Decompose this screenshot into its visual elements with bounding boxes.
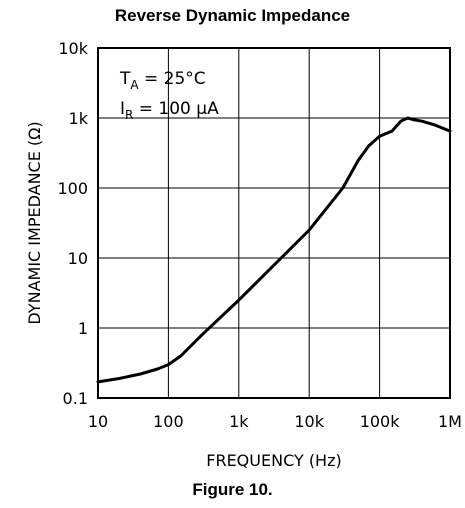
x-tick-label: 10k	[294, 412, 324, 431]
plot-frame	[97, 47, 451, 399]
y-tick-labels: 0.1 1 10 100 1k 10k	[57, 39, 88, 408]
y-axis-label: DYNAMIC IMPEDANCE (Ω)	[25, 121, 44, 324]
x-tick-label: 100	[153, 412, 184, 431]
x-tick-labels: 10 100 1k 10k 100k 1M	[88, 412, 462, 431]
annotation-current: IR = 100 µA	[120, 99, 219, 122]
annotation-temperature: TA = 25°C	[119, 69, 206, 92]
svg-text:TA = 25°C: TA = 25°C	[119, 69, 206, 92]
figure-caption: Figure 10.	[192, 480, 273, 499]
y-tick-label: 0.1	[63, 389, 88, 408]
x-axis-label: FREQUENCY (Hz)	[206, 451, 341, 470]
grid	[98, 48, 450, 398]
page-title: Reverse Dynamic Impedance	[114, 6, 351, 25]
y-tick-label: 10	[68, 249, 88, 268]
x-tick-label: 100k	[360, 412, 401, 431]
svg-text:IR = 100 µA: IR = 100 µA	[120, 99, 219, 122]
y-tick-label: 100	[57, 179, 88, 198]
y-tick-label: 1k	[69, 109, 89, 128]
x-tick-label: 1M	[438, 412, 462, 431]
x-tick-label: 10	[88, 412, 108, 431]
y-tick-label: 1	[78, 319, 88, 338]
x-tick-label: 1k	[229, 412, 249, 431]
y-tick-label: 10k	[58, 39, 88, 58]
series-line	[96, 116, 452, 384]
